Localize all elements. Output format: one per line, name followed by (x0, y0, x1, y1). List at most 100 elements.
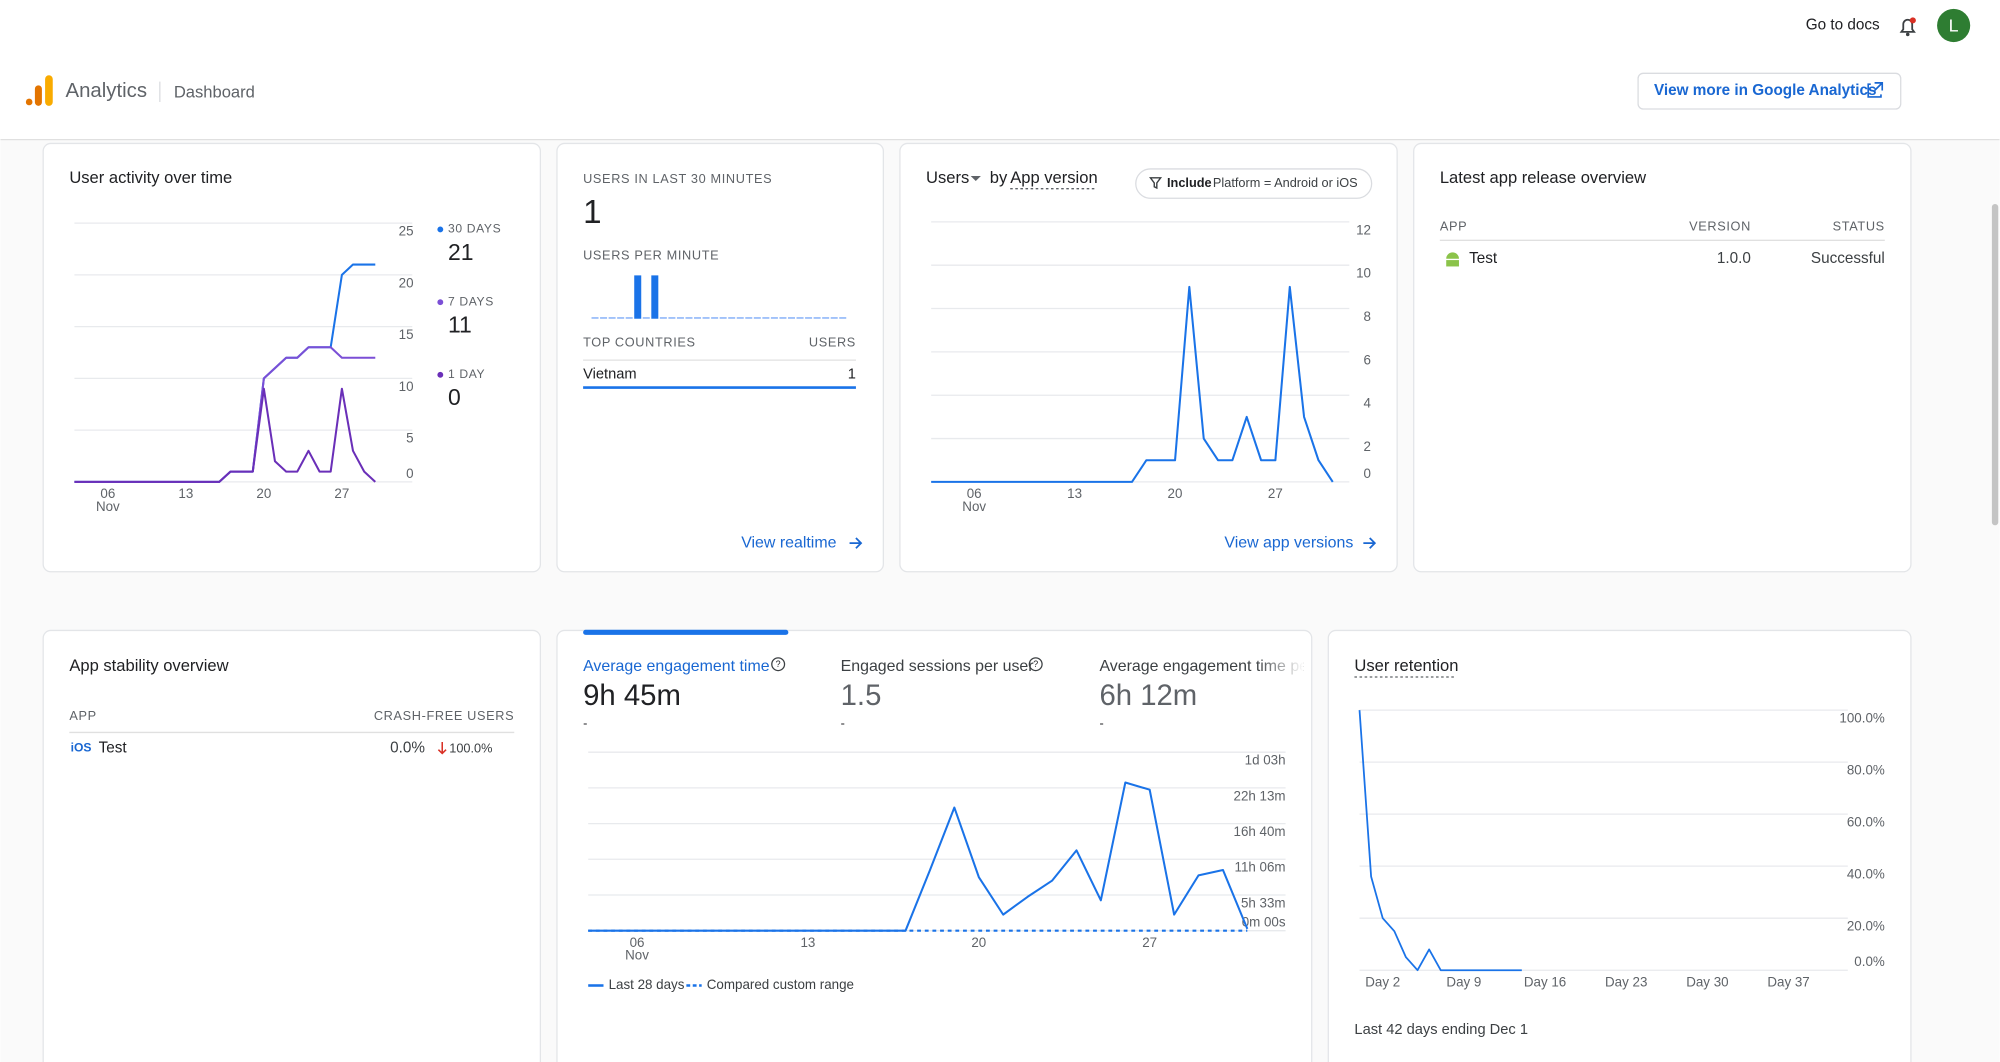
bar (762, 317, 770, 319)
bar (608, 317, 616, 319)
column-header: APP (69, 708, 96, 723)
legend-label: 7 DAYS (448, 294, 494, 308)
bar (685, 317, 693, 319)
filter-keyword: Include (1167, 175, 1212, 190)
countries-header: TOP COUNTRIES (583, 334, 696, 349)
x-tick-label: Day 16 (1524, 974, 1566, 989)
legend-dot (437, 299, 444, 306)
bar (839, 317, 847, 319)
x-tick-label: 20 (256, 486, 271, 501)
header (0, 0, 2000, 139)
docs-link[interactable]: Go to docs (1806, 17, 1880, 34)
x-tick-label: 06 (967, 486, 982, 501)
card-realtime (556, 142, 884, 573)
bar (796, 317, 804, 319)
dropdown-icon (970, 175, 981, 182)
active-tab-indicator (583, 629, 789, 635)
card-app-stability (42, 629, 542, 1062)
y-tick-label: 10 (399, 379, 414, 394)
tab-change: - (583, 716, 587, 731)
bar (813, 317, 821, 319)
filter-chip[interactable] (1135, 168, 1373, 199)
realtime-title: USERS IN LAST 30 MINUTES (583, 171, 772, 186)
x-tick-label: 20 (1168, 486, 1183, 501)
tab-value: 1.5 (841, 679, 882, 712)
bar (617, 317, 625, 319)
realtime-link[interactable]: View realtime (741, 534, 836, 551)
bar (779, 317, 787, 319)
bar (770, 317, 778, 319)
bar (719, 317, 727, 319)
legend-dot (437, 371, 444, 378)
y-tick-label: 1d 03h (1245, 753, 1286, 768)
series-line (931, 285, 1334, 483)
app-version-link[interactable]: View app versions (1224, 534, 1353, 551)
legend-value: 0 (448, 384, 461, 410)
section-name: Dashboard (174, 82, 255, 101)
arrow-icon (849, 537, 863, 549)
tab-value: 6h 12m (1099, 679, 1197, 712)
tab-change: - (1099, 716, 1103, 731)
y-tick-label: 0 (1364, 466, 1371, 481)
ga-button[interactable] (1637, 72, 1902, 110)
notifications-icon[interactable] (1899, 17, 1916, 37)
y-tick-label: 4 (1364, 396, 1372, 411)
svg-text:?: ? (1033, 659, 1038, 669)
ga-button-label: View more in Google Analytics (1654, 82, 1877, 99)
card-title: User retention (1354, 656, 1458, 675)
retention-footer: Last 42 days ending Dec 1 (1354, 1022, 1528, 1038)
bar (694, 317, 702, 319)
y-tick-label: 12 (1356, 222, 1371, 237)
app-name: Test (99, 739, 128, 756)
x-tick-label: 13 (800, 935, 815, 950)
bar (787, 317, 795, 319)
card-app-version (899, 142, 1398, 573)
bar (600, 317, 608, 319)
bar (711, 317, 719, 319)
scrollbar (1991, 203, 1999, 526)
x-tick-label: Day 23 (1605, 974, 1647, 989)
help-icon: ? (1028, 657, 1043, 672)
y-tick-label: 40.0% (1847, 867, 1885, 882)
dimension[interactable]: App version (1010, 168, 1097, 187)
series-line (1358, 710, 1522, 972)
y-tick-label: 11h 06m (1235, 860, 1286, 875)
column-header: STATUS (1833, 218, 1885, 233)
metric[interactable]: Users (926, 168, 969, 187)
x-tick-label: Day 9 (1446, 974, 1481, 989)
bar (728, 317, 736, 319)
y-tick-label: 15 (399, 327, 414, 342)
legend-label: 1 DAY (448, 367, 485, 381)
help-icon: ? (771, 657, 786, 672)
x-tick-month: Nov (96, 499, 120, 514)
y-tick-label: 80.0% (1847, 763, 1885, 778)
card-title: User activity over time (69, 168, 232, 187)
crash-free: 0.0% (390, 739, 425, 756)
y-tick-label: 8 (1364, 309, 1371, 324)
x-tick-label: Day 30 (1686, 974, 1728, 989)
bar (668, 317, 676, 319)
x-tick-label: 13 (178, 486, 193, 501)
avatar[interactable] (1937, 8, 1971, 43)
card-title: App stability overview (69, 656, 228, 675)
y-tick-label: 5 (406, 431, 413, 446)
legend-value: 11 (448, 311, 472, 337)
card-title: Latest app release overview (1440, 168, 1646, 187)
tab-label[interactable]: Average engagement time (583, 658, 770, 675)
bar (745, 317, 753, 319)
avatar-letter: L (1949, 15, 1959, 35)
y-tick-label: 2 (1364, 439, 1371, 454)
brand: Analytics (65, 80, 147, 102)
y-tick-label: 0.0% (1854, 954, 1885, 969)
card-engagement (556, 629, 1313, 1062)
tab-label[interactable]: Engaged sessions per user (841, 658, 1035, 675)
bar (702, 317, 710, 319)
bar (651, 275, 659, 319)
y-tick-label: 60.0% (1847, 815, 1885, 830)
x-tick-label: 27 (1268, 486, 1283, 501)
bar (830, 317, 838, 319)
card-retention (1327, 629, 1912, 1062)
x-tick-month: Nov (625, 948, 649, 963)
tab-label[interactable]: Average engagement time pe (1099, 658, 1308, 675)
filter-icon (1149, 177, 1163, 190)
